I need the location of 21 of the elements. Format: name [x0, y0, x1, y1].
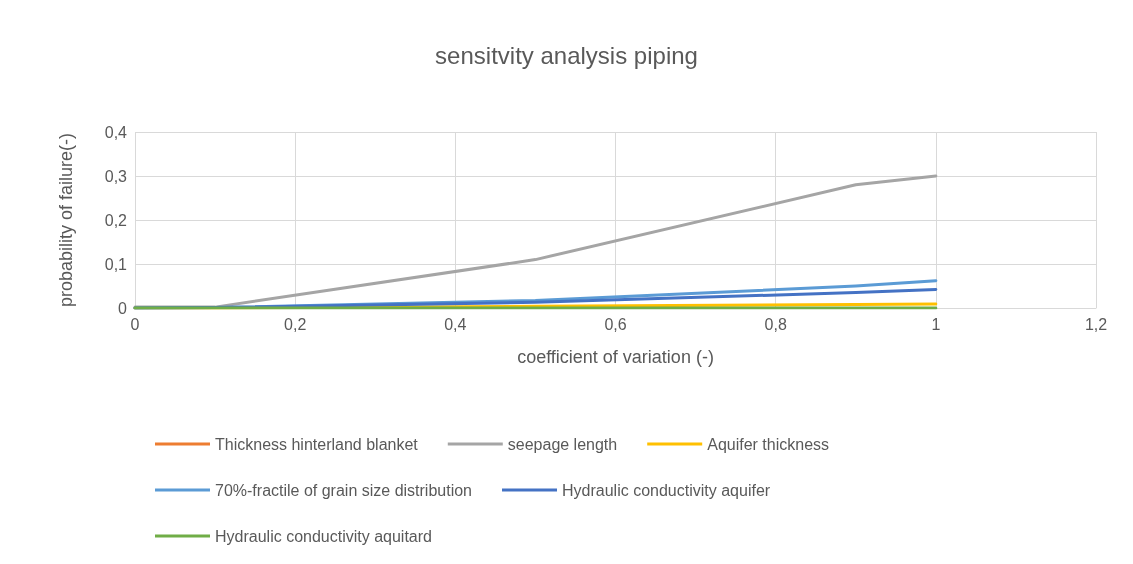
- x-tick-label: 0,2: [284, 315, 307, 333]
- x-tick-label: 0,4: [444, 315, 467, 333]
- y-tick-label: 0: [118, 299, 128, 317]
- legend-label: Hydraulic conductivity aquifer: [562, 481, 771, 499]
- x-tick-label: 1: [931, 315, 941, 333]
- y-tick-label: 0,1: [104, 255, 128, 273]
- legend-label: Thickness hinterland blanket: [215, 435, 419, 453]
- y-tick-label: 0,2: [104, 211, 128, 229]
- legend-label: Hydraulic conductivity aquitard: [215, 527, 432, 545]
- legend-label: 70%-fractile of grain size distribution: [215, 481, 473, 499]
- x-axis-title: coefficient of variation (-): [517, 347, 714, 367]
- y-tick-label: 0,4: [104, 123, 128, 141]
- legend-label: seepage length: [507, 435, 618, 453]
- x-tick-label: 1,2: [1084, 315, 1108, 333]
- x-tick-label: 0: [130, 315, 140, 333]
- legend-label: Aquifer thickness: [707, 435, 830, 453]
- chart-title: sensitvity analysis piping: [435, 41, 698, 69]
- y-axis-title: probability of failure(-): [56, 132, 76, 308]
- y-tick-label: 0,3: [104, 167, 128, 185]
- x-tick-label: 0,6: [604, 315, 627, 333]
- x-tick-label: 0,8: [764, 315, 787, 333]
